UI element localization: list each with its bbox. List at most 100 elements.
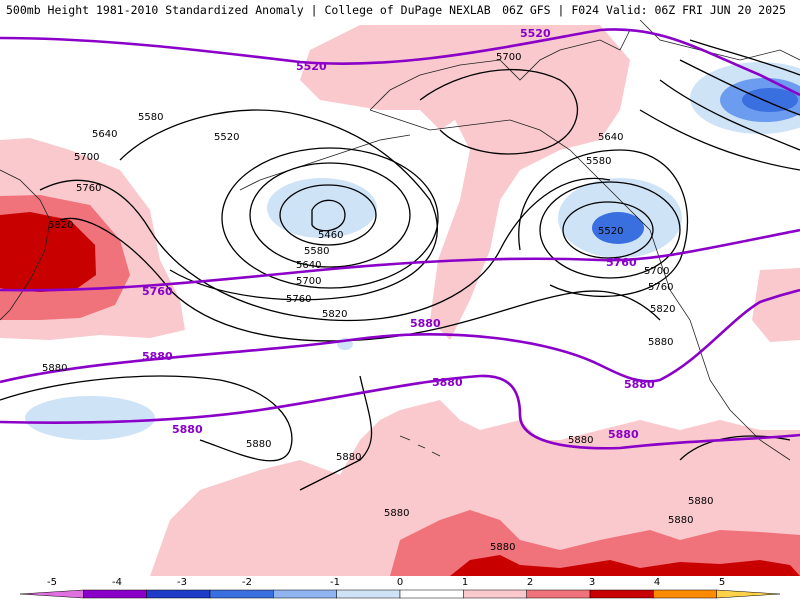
colorbar-swatch: [653, 589, 717, 599]
contour-5520-northeast: [689, 39, 800, 76]
colorbar-swatch: [589, 589, 654, 599]
map-panel: 5700 5580 5520 5640 5700 5760 5820 5460 …: [0, 20, 800, 576]
anomaly-neg3-northeast: [742, 88, 798, 112]
contour-label: 5880: [688, 496, 713, 507]
contour-label: 5640: [92, 129, 117, 140]
contour-label: 5700: [296, 276, 321, 287]
colorbar-tick-label: -2: [242, 577, 252, 588]
contour-label-purple: 5880: [624, 378, 655, 391]
colorbar-end-triangle-high: [716, 589, 781, 599]
coastline-kamchatka: [0, 169, 51, 321]
contour-label-purple: 5880: [172, 423, 203, 436]
contour-label-purple: 5880: [142, 350, 173, 363]
contour-labels-purple: 5520 5520 5760 5760 5880 5880 5880 5880 …: [142, 27, 655, 441]
colorbar-tick-label: 4: [654, 577, 660, 588]
contour-label-purple: 5520: [296, 60, 327, 73]
contour-label: 5700: [74, 152, 99, 163]
contour-label: 5460: [318, 230, 343, 241]
contour-label: 5820: [322, 309, 347, 320]
contour-label: 5700: [644, 266, 669, 277]
colorbar-tick-label: -3: [177, 577, 187, 588]
model-valid-time: 06Z GFS | F024 Valid: 06Z FRI JUN 20 202…: [502, 3, 786, 17]
contour-5520-purple: [0, 28, 800, 97]
height-contours-purple: [0, 28, 800, 450]
anomaly-pos3-south: [450, 555, 800, 576]
colorbar-tick-label: 0: [397, 577, 403, 588]
colorbar-tick-label: -5: [47, 577, 57, 588]
anomaly-neg2-low-coast: [592, 212, 644, 244]
colorbar-swatch: [273, 589, 337, 599]
height-contours-black: [0, 39, 800, 491]
contour-5460: [311, 199, 346, 232]
contour-label: 5880: [668, 515, 693, 526]
colorbar-end-triangle-low: [19, 589, 84, 599]
coastline-alaska: [369, 29, 791, 461]
colorbar-swatches: [19, 589, 781, 599]
contour-label: 5880: [42, 363, 67, 374]
contour-5640-low2: [518, 149, 688, 298]
colorbar-tick-label: -4: [112, 577, 122, 588]
height-anomaly-map: 5700 5580 5520 5640 5700 5760 5820 5460 …: [0, 20, 800, 576]
contour-label: 5700: [496, 52, 521, 63]
colorbar-swatch: [146, 589, 211, 599]
contour-label: 5760: [648, 282, 673, 293]
contour-label: 5880: [384, 508, 409, 519]
contour-5700-north: [119, 109, 438, 301]
contour-5880-purple-north: [0, 288, 800, 384]
contour-5580-northeast: [679, 59, 800, 116]
colorbar-tick-label: -1: [330, 577, 340, 588]
contour-5880-south-dome: [0, 375, 293, 462]
contour-label: 5760: [286, 294, 311, 305]
contour-label-purple: 5880: [608, 428, 639, 441]
contour-label: 5880: [336, 452, 361, 463]
map-title-bar: 500mb Height 1981-2010 Standardized Anom…: [0, 0, 800, 20]
positive-anomaly-shading: [0, 25, 800, 576]
contour-label: 5580: [586, 156, 611, 167]
colorbar-tick-label: 3: [589, 577, 595, 588]
coastline-hawaii: [399, 435, 441, 457]
colorbar-tick-label: 5: [719, 577, 725, 588]
contour-5580-low1: [249, 162, 411, 268]
colorbar-labels: -5 -4 -3 -2 -1 0 1 2 3 4 5: [47, 577, 725, 588]
contour-label: 5880: [246, 439, 271, 450]
contour-label: 5640: [296, 260, 321, 271]
contour-label-purple: 5880: [432, 376, 463, 389]
contour-label-purple: 5880: [410, 317, 441, 330]
contour-label: 5580: [138, 112, 163, 123]
contour-5700-nw: [419, 69, 578, 155]
anomaly-neg-southwest: [25, 396, 155, 440]
anomaly-colorbar: -5 -4 -3 -2 -1 0 1 2 3 4 5: [0, 576, 800, 600]
contour-5520-low1: [279, 184, 377, 246]
contour-label: 5520: [598, 226, 623, 237]
anomaly-pos3-west: [0, 212, 96, 292]
colorbar-swatch: [209, 589, 274, 599]
coastline-canada-east: [639, 20, 800, 61]
colorbar-svg: -5 -4 -3 -2 -1 0 1 2 3 4 5: [19, 577, 781, 599]
contour-label: 5640: [598, 132, 623, 143]
contour-label: 5760: [76, 183, 101, 194]
map-title: 500mb Height 1981-2010 Standardized Anom…: [6, 3, 491, 17]
anomaly-neg-low-west: [267, 178, 377, 238]
colorbar-swatch: [336, 589, 401, 599]
contour-label-purple: 5760: [142, 285, 173, 298]
contour-5640-northeast: [659, 79, 800, 151]
contour-5880-purple-south: [0, 374, 800, 450]
contour-5760-mid: [39, 177, 611, 322]
contour-label: 5580: [304, 246, 329, 257]
colorbar-swatch: [526, 589, 591, 599]
contour-label: 5820: [48, 220, 73, 231]
contour-5760-purple: [0, 228, 800, 292]
colorbar-swatch: [463, 589, 527, 599]
coastlines: [0, 20, 800, 461]
contour-labels-black: 5700 5580 5520 5640 5700 5760 5820 5460 …: [42, 52, 713, 553]
contour-label: 5520: [214, 132, 239, 143]
contour-label-purple: 5760: [606, 256, 637, 269]
contour-5880-ridge: [299, 375, 373, 491]
colorbar-swatch: [83, 589, 147, 599]
coastline-aleutians: [239, 134, 411, 191]
anomaly-pos-region-nw: [300, 25, 630, 340]
colorbar-tick-label: 1: [462, 577, 468, 588]
contour-label: 5820: [650, 304, 675, 315]
colorbar-tick-label: 2: [527, 577, 533, 588]
anomaly-pos-region-south: [150, 400, 800, 576]
